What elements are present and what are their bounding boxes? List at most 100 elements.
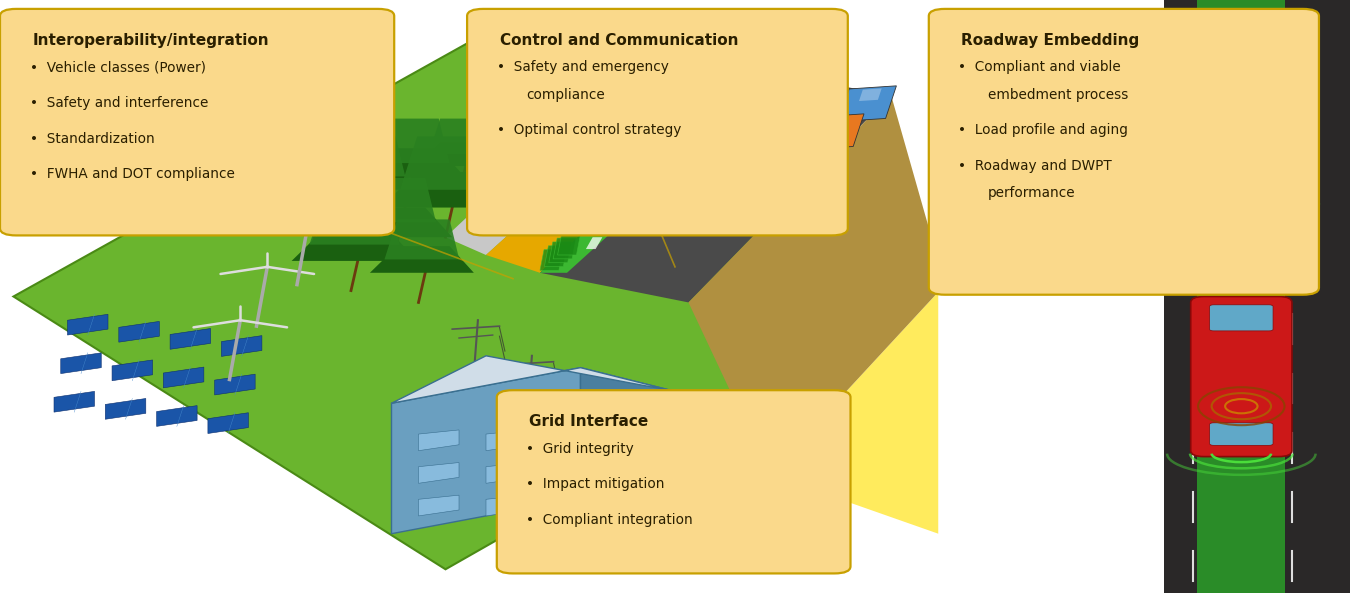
Polygon shape (208, 413, 248, 433)
Polygon shape (112, 360, 153, 381)
Polygon shape (747, 132, 814, 177)
Polygon shape (309, 196, 400, 245)
Polygon shape (769, 83, 806, 104)
Polygon shape (354, 178, 436, 222)
Text: performance: performance (988, 186, 1076, 200)
Text: •  Compliant integration: • Compliant integration (526, 513, 694, 527)
Polygon shape (385, 219, 459, 260)
FancyBboxPatch shape (1164, 0, 1350, 593)
Polygon shape (68, 314, 108, 335)
Polygon shape (351, 148, 466, 178)
FancyBboxPatch shape (467, 9, 848, 235)
Polygon shape (486, 495, 526, 516)
Polygon shape (693, 136, 751, 170)
Text: •  Safety and interference: • Safety and interference (30, 96, 208, 110)
Polygon shape (486, 430, 526, 451)
Text: •  Compliant and viable: • Compliant and viable (958, 60, 1122, 75)
Text: Interoperability/integration: Interoperability/integration (32, 33, 269, 47)
Polygon shape (331, 136, 405, 177)
Polygon shape (157, 406, 197, 426)
Polygon shape (486, 59, 756, 273)
Polygon shape (163, 367, 204, 388)
Text: •  Safety and emergency: • Safety and emergency (497, 60, 668, 75)
Polygon shape (292, 228, 417, 261)
Text: Control and Communication: Control and Communication (500, 33, 738, 47)
FancyBboxPatch shape (497, 390, 850, 573)
FancyBboxPatch shape (1197, 204, 1284, 267)
Polygon shape (662, 197, 684, 209)
FancyBboxPatch shape (929, 9, 1319, 295)
Polygon shape (367, 119, 450, 163)
Polygon shape (554, 238, 576, 259)
Polygon shape (119, 321, 159, 342)
Polygon shape (714, 170, 737, 183)
Polygon shape (738, 79, 830, 138)
Polygon shape (316, 163, 420, 190)
Polygon shape (838, 86, 896, 122)
Text: Grid Interface: Grid Interface (529, 414, 648, 429)
Polygon shape (429, 119, 495, 154)
Text: •  Vehicle classes (Power): • Vehicle classes (Power) (30, 60, 205, 75)
Polygon shape (370, 246, 474, 273)
Polygon shape (486, 463, 526, 483)
Polygon shape (769, 148, 945, 534)
Text: •  Load profile and aging: • Load profile and aging (958, 123, 1129, 138)
Polygon shape (400, 136, 498, 190)
FancyBboxPatch shape (1191, 296, 1292, 457)
Polygon shape (265, 200, 363, 225)
Polygon shape (540, 71, 783, 273)
Polygon shape (54, 391, 94, 412)
Polygon shape (586, 237, 602, 249)
Polygon shape (14, 18, 945, 569)
Polygon shape (392, 356, 675, 403)
Polygon shape (221, 336, 262, 356)
Polygon shape (558, 234, 580, 255)
Polygon shape (416, 142, 509, 166)
Polygon shape (418, 430, 459, 451)
Text: Roadway Embedding: Roadway Embedding (961, 33, 1139, 47)
Polygon shape (544, 246, 567, 267)
Polygon shape (632, 214, 648, 226)
Polygon shape (418, 495, 459, 516)
Polygon shape (215, 374, 255, 395)
Polygon shape (713, 138, 736, 150)
Polygon shape (678, 191, 694, 203)
Polygon shape (548, 242, 572, 263)
FancyBboxPatch shape (1210, 423, 1273, 445)
Polygon shape (653, 164, 711, 198)
Polygon shape (418, 463, 459, 483)
Polygon shape (799, 114, 864, 150)
Polygon shape (688, 95, 945, 474)
Polygon shape (61, 353, 101, 374)
Polygon shape (338, 208, 452, 237)
Text: •  Roadway and DWPT: • Roadway and DWPT (958, 159, 1112, 173)
FancyBboxPatch shape (1210, 305, 1273, 331)
Text: •  Optimal control strategy: • Optimal control strategy (497, 123, 682, 138)
Polygon shape (822, 117, 848, 129)
Text: •  Standardization: • Standardization (30, 132, 154, 146)
Polygon shape (674, 167, 697, 178)
Polygon shape (722, 168, 740, 180)
Polygon shape (580, 368, 675, 522)
Polygon shape (105, 398, 146, 419)
Polygon shape (768, 145, 784, 157)
Polygon shape (446, 47, 702, 255)
Text: compliance: compliance (526, 88, 605, 102)
Polygon shape (641, 195, 699, 230)
Text: •  FWHA and DOT compliance: • FWHA and DOT compliance (30, 167, 235, 181)
Polygon shape (814, 122, 830, 133)
Polygon shape (278, 176, 350, 213)
Polygon shape (769, 135, 796, 151)
Polygon shape (392, 368, 580, 534)
Polygon shape (170, 329, 211, 349)
Text: •  Impact mitigation: • Impact mitigation (526, 477, 666, 492)
Polygon shape (540, 71, 891, 302)
Text: embedment process: embedment process (988, 88, 1129, 102)
Polygon shape (859, 88, 882, 101)
Polygon shape (694, 168, 752, 203)
Polygon shape (540, 250, 563, 270)
FancyBboxPatch shape (0, 9, 394, 235)
Polygon shape (381, 172, 517, 208)
FancyBboxPatch shape (1197, 0, 1285, 593)
Text: •  Grid integrity: • Grid integrity (526, 442, 634, 456)
